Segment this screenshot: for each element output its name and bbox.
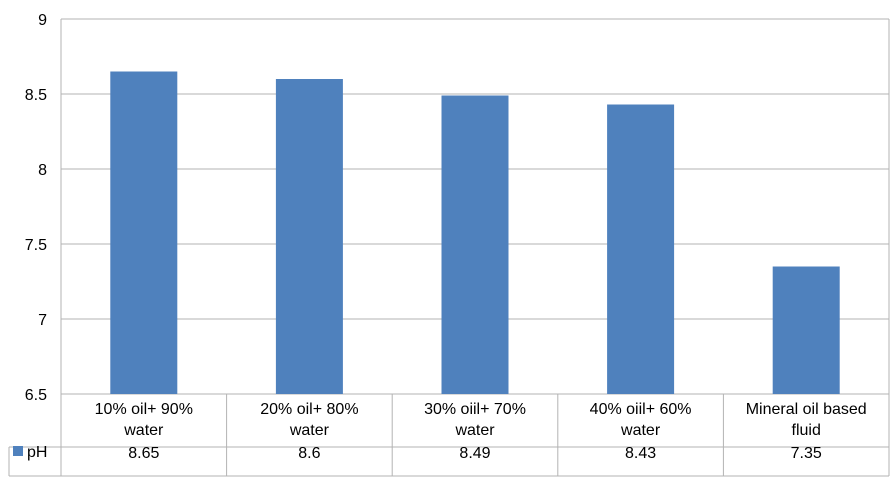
legend-swatch [13,446,23,456]
data-table-value: 8.49 [459,445,490,462]
bar [275,79,343,394]
y-tick-label: 6.5 [25,387,47,404]
category-label: fluid [792,422,821,439]
category-label: Mineral oil based [746,401,867,418]
y-tick-label: 8 [38,162,47,179]
y-tick-label: 7.5 [25,237,47,254]
category-label: 30% oiil+ 70% [424,401,526,418]
category-label: 10% oil+ 90% [95,401,193,418]
data-table-value: 8.6 [298,445,320,462]
category-label: 40% oiil+ 60% [590,401,692,418]
data-table-value: 8.65 [128,445,159,462]
y-tick-label: 7 [38,312,47,329]
data-table-value: 8.43 [625,445,656,462]
bar [607,104,675,394]
bar [441,95,509,394]
data-table-value: 7.35 [791,445,822,462]
category-label: water [123,422,164,439]
category-label: water [289,422,330,439]
y-tick-label: 8.5 [25,87,47,104]
category-label: water [620,422,661,439]
legend-label: pH [27,444,47,461]
bar [110,71,178,394]
y-tick-label: 9 [38,12,47,29]
category-label: water [454,422,495,439]
category-label: 20% oil+ 80% [260,401,358,418]
bar [772,266,840,394]
